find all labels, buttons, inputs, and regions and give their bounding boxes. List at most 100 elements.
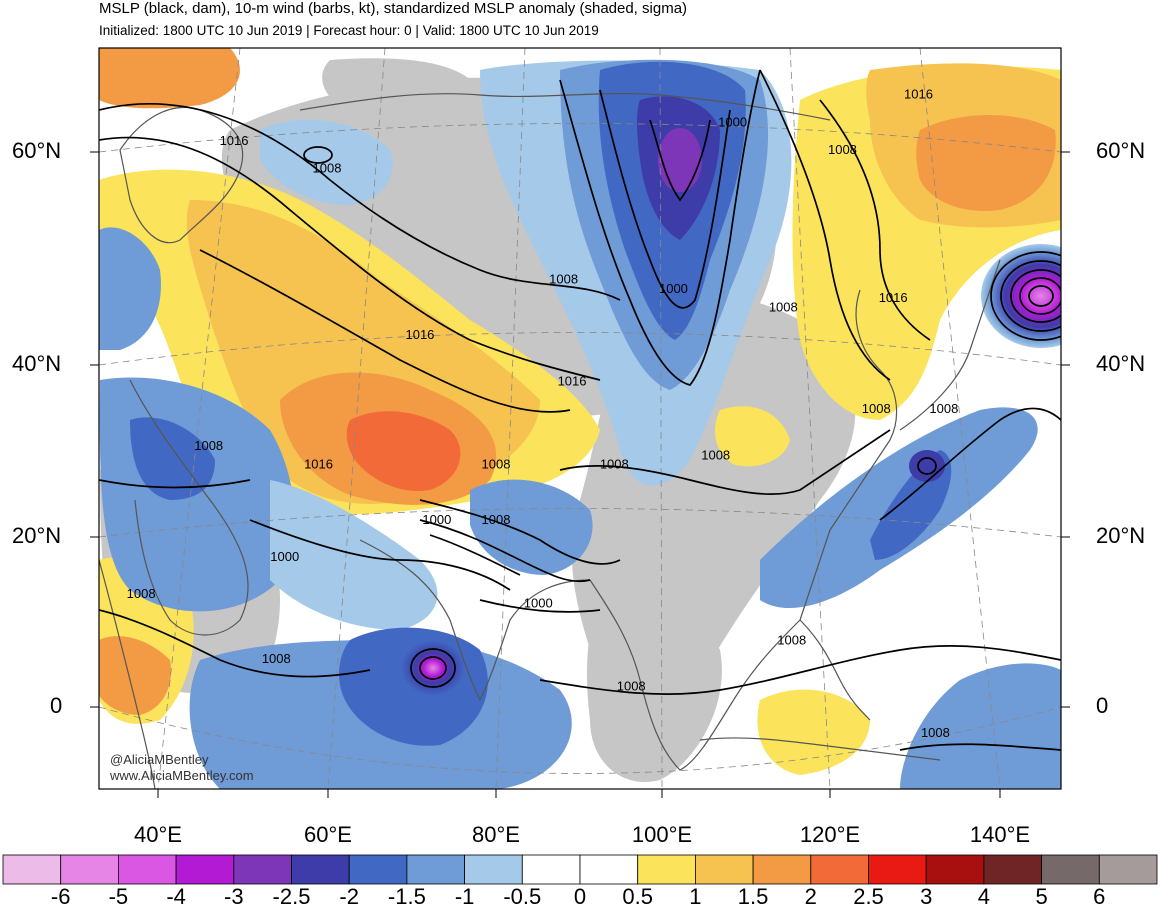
- contour-low-arabian-sea-2: [419, 656, 447, 680]
- colorbar-swatch: [60, 854, 119, 885]
- contour-label: 1008: [127, 586, 156, 601]
- colorbar-swatch: [637, 854, 696, 885]
- colorbar-tick-label: 1.5: [737, 884, 769, 909]
- coast-arctic: [299, 92, 831, 121]
- contour-label: 1000: [659, 281, 688, 296]
- lat-line-0: [99, 706, 1061, 774]
- colorbar-swatch: [1041, 854, 1100, 885]
- anomaly-shading: [99, 48, 1061, 789]
- contour-label: 1008: [600, 457, 629, 472]
- anomaly-blue-sw-pacific: [900, 663, 1061, 789]
- colorbar-swatch: [2, 854, 62, 885]
- contour-label: 1000: [524, 595, 553, 610]
- contour-1008-tropics: [539, 645, 1061, 695]
- colorbar-tick-label: -1: [454, 884, 475, 909]
- map-title: MSLP (black, dam), 10-m wind (barbs, kt)…: [99, 0, 688, 17]
- contour-1004-mongolia: [599, 89, 731, 309]
- colorbar-swatch: [291, 854, 350, 885]
- lat-label-left-40: 40°N: [12, 351, 62, 376]
- contour-label: 1016: [304, 457, 333, 472]
- contour-996-tibet: [429, 534, 521, 576]
- lon-label-100: 100°E: [631, 822, 693, 847]
- lon-line-100: [659, 48, 663, 789]
- colorbar-swatch: [175, 854, 235, 885]
- anomaly-orange-nw: [99, 48, 240, 109]
- coast-indonesia: [699, 737, 941, 761]
- colorbar-tick-label: -2: [339, 884, 359, 909]
- lon-line-140: [919, 48, 1001, 789]
- lat-label-right-20: 20°N: [1096, 523, 1146, 548]
- map-panel: 1016 1008 1000 1016 1008 1008 1000 1008 1016 1016…: [99, 48, 1061, 789]
- colorbar-swatch: [579, 854, 639, 885]
- contour-label: 1000: [718, 114, 747, 129]
- contour-label: 1008: [549, 272, 578, 287]
- coastlines: [99, 92, 1001, 789]
- lat-label-right-60: 60°N: [1096, 138, 1146, 163]
- coast-seasia: [589, 579, 801, 771]
- lat-label-left-0: 0: [50, 693, 63, 718]
- contour-low-japan-1: [990, 251, 1061, 341]
- graticule: [99, 48, 1061, 789]
- lon-label-120: 120°E: [799, 822, 861, 847]
- colorbar-tick-label: -0.5: [503, 884, 542, 909]
- coast-philippines: [799, 619, 871, 721]
- contour-low-scand: [303, 146, 333, 164]
- contour-label: 1016: [558, 373, 587, 388]
- contour-label: 1008: [313, 161, 342, 176]
- contour-label: 1000: [270, 549, 299, 564]
- colorbar-tick-label: 4: [977, 884, 991, 909]
- contour-label: 1008: [194, 438, 223, 453]
- anomaly-grey-seasia: [587, 597, 722, 782]
- lat-line-40: [99, 332, 1061, 366]
- contour-1016-east: [819, 99, 931, 341]
- contour-label: 1008: [828, 142, 857, 157]
- contour-label: 1016: [879, 290, 908, 305]
- credit-handle: @AliciaMBentley: [110, 752, 209, 767]
- contour-1016-europe: [199, 249, 571, 413]
- anomaly-grey-north: [322, 58, 480, 124]
- colorbar-tick-label: -5: [108, 884, 129, 909]
- coast-arabia: [129, 379, 249, 636]
- colorbar-tick-label: -6: [50, 884, 71, 909]
- contour-1000-india: [479, 599, 601, 613]
- contour-1000-mongolia: [559, 69, 761, 386]
- contour-label: 1016: [904, 87, 933, 102]
- coast-japan: [899, 259, 1001, 431]
- lat-label-left-20: 20°N: [12, 523, 62, 548]
- contour-low-japan-4: [1019, 277, 1061, 315]
- colorbar-tick-label: -4: [166, 884, 186, 909]
- contour-1004-tibet: [419, 499, 621, 565]
- mslp-contours: [99, 69, 1061, 751]
- credit-site: www.AliciaMBentley.com: [110, 768, 254, 783]
- contour-low-arabian-sea-1: [410, 648, 456, 688]
- contour-label: 1008: [262, 651, 291, 666]
- contour-1000-arabia: [249, 519, 511, 591]
- anomaly-low-japan: [981, 244, 1061, 348]
- lat-label-right-0: 0: [1096, 693, 1109, 718]
- colorbar-tick-label: 5: [1035, 884, 1048, 909]
- lon-label-80: 80°E: [472, 822, 520, 847]
- colorbar-tick-label: -1.5: [387, 884, 426, 909]
- contour-label: 1008: [862, 401, 891, 416]
- anomaly-orange2-east: [916, 115, 1056, 211]
- colorbar-swatch: [868, 854, 927, 885]
- colorbar-swatch: [925, 854, 985, 885]
- contour-1016-north: [99, 136, 601, 381]
- lon-label-140: 140°E: [969, 822, 1031, 847]
- contour-1008-africa: [99, 609, 371, 678]
- coast-china: [799, 289, 898, 621]
- colorbar-tick-label: -2.5: [272, 884, 311, 909]
- contour-label: 1008: [929, 401, 958, 416]
- lat-label-left-60: 60°N: [12, 138, 62, 163]
- map-subtitle: Initialized: 1800 UTC 10 Jun 2019 | Fore…: [99, 23, 599, 38]
- contour-1008-sw: [899, 743, 1061, 751]
- anomaly-low-mongolia-core: [658, 128, 702, 192]
- colorbar-tick-label: 3: [920, 884, 933, 909]
- anomaly-blue2-arabia: [130, 417, 215, 500]
- contour-1000-tibet: [419, 519, 591, 583]
- contour-label: 1016: [220, 133, 249, 148]
- lon-label-40: 40°E: [134, 822, 182, 847]
- colorbar-swatch: [695, 854, 754, 885]
- colorbar-swatch: [983, 854, 1043, 885]
- anomaly-blue-iran: [270, 480, 438, 630]
